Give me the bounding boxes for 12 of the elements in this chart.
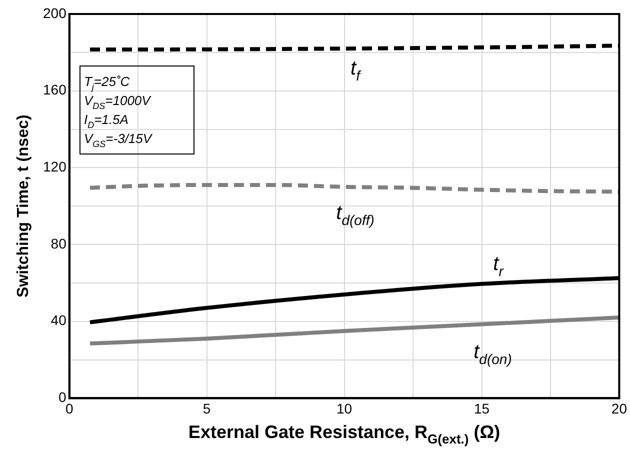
y-tick-label: 160 [43, 82, 67, 98]
y-axis-title: Switching Time, t (nsec) [15, 114, 32, 298]
y-tick-label: 200 [43, 4, 67, 21]
x-tick-label: 10 [336, 400, 352, 416]
x-tick-label: 20 [611, 400, 628, 416]
x-tick-label: 15 [474, 400, 490, 416]
y-tick-label: 80 [50, 235, 67, 252]
y-tick-label: 120 [43, 158, 67, 175]
line-series [88, 316, 620, 346]
y-tick-label: 40 [50, 312, 67, 328]
x-tick-label: 5 [202, 400, 211, 416]
y-tick-label: 0 [58, 389, 67, 406]
